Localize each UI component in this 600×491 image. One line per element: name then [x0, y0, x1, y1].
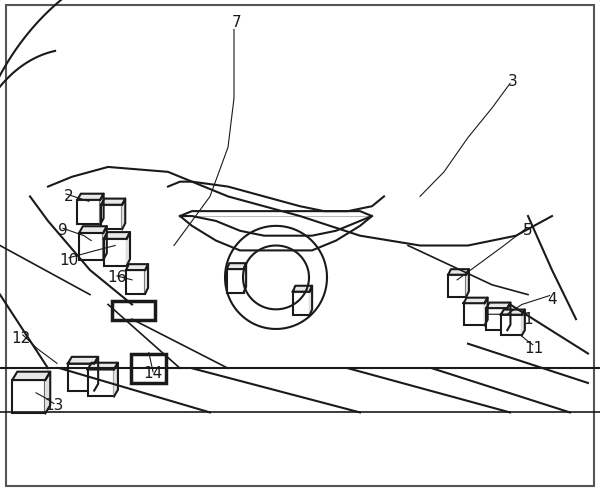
Bar: [104, 239, 127, 266]
Text: 10: 10: [59, 253, 79, 268]
Polygon shape: [448, 269, 469, 275]
Polygon shape: [100, 194, 104, 224]
Text: 11: 11: [524, 341, 544, 356]
Bar: [500, 315, 522, 335]
Polygon shape: [244, 263, 246, 293]
Bar: [126, 270, 145, 294]
Polygon shape: [126, 264, 148, 270]
Polygon shape: [94, 357, 98, 391]
Polygon shape: [500, 310, 525, 315]
Polygon shape: [466, 269, 469, 297]
Polygon shape: [293, 286, 312, 292]
Text: 3: 3: [508, 74, 518, 88]
Polygon shape: [485, 298, 488, 326]
Text: 4: 4: [547, 292, 557, 307]
Polygon shape: [104, 232, 130, 239]
Bar: [448, 275, 466, 297]
Polygon shape: [127, 232, 130, 266]
Bar: [12, 380, 46, 413]
Polygon shape: [310, 286, 312, 315]
Polygon shape: [145, 264, 148, 294]
Polygon shape: [46, 372, 50, 413]
Polygon shape: [12, 372, 50, 380]
Polygon shape: [487, 302, 511, 308]
Polygon shape: [227, 263, 246, 269]
Text: 16: 16: [107, 270, 127, 285]
Bar: [293, 292, 310, 315]
Bar: [464, 303, 485, 326]
Text: 13: 13: [44, 398, 64, 412]
Text: 14: 14: [143, 366, 163, 381]
Polygon shape: [508, 302, 511, 330]
Polygon shape: [68, 357, 98, 363]
Polygon shape: [101, 198, 125, 205]
Text: 12: 12: [11, 331, 31, 346]
Polygon shape: [122, 198, 125, 229]
Polygon shape: [521, 310, 525, 335]
Polygon shape: [79, 226, 107, 233]
Polygon shape: [464, 298, 488, 303]
Bar: [77, 200, 100, 224]
Bar: [227, 269, 244, 293]
Polygon shape: [88, 363, 118, 370]
Bar: [68, 363, 94, 391]
Polygon shape: [114, 363, 118, 397]
Text: 7: 7: [232, 15, 242, 29]
Polygon shape: [77, 194, 104, 200]
Bar: [487, 308, 508, 330]
Bar: [101, 205, 122, 229]
Bar: [112, 301, 155, 320]
Text: 2: 2: [64, 189, 74, 204]
Bar: [88, 370, 114, 397]
Bar: [79, 233, 103, 260]
Bar: [131, 354, 166, 383]
Polygon shape: [103, 226, 107, 260]
Text: 5: 5: [523, 223, 533, 238]
Text: 1: 1: [523, 312, 533, 327]
Text: 9: 9: [58, 223, 68, 238]
